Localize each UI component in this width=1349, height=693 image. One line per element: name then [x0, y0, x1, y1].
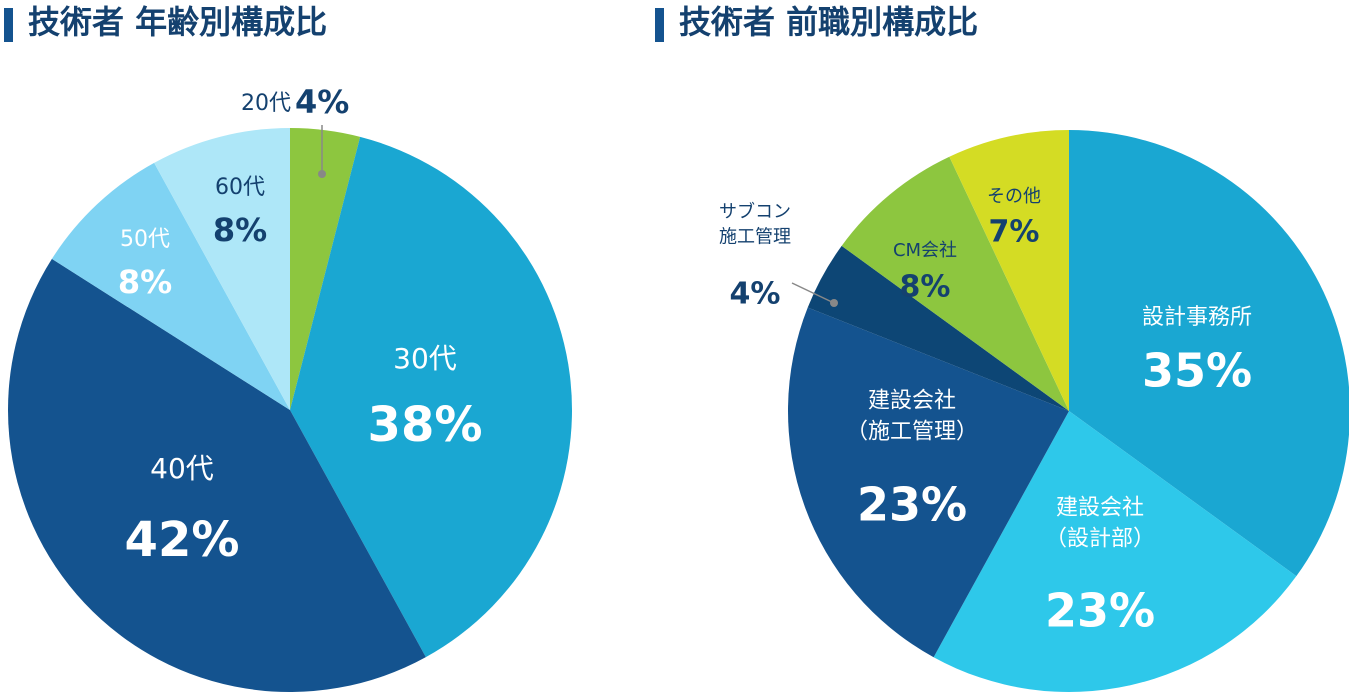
chart-title: 技術者 年齢別構成比: [28, 3, 327, 41]
slice-label: 60代: [215, 175, 265, 200]
value-label: 8%: [213, 211, 267, 249]
value-label: 23%: [857, 478, 967, 532]
pie-slice: [933, 411, 1297, 692]
value-label: 42%: [125, 512, 240, 568]
slice-label: 30代: [393, 342, 457, 375]
pie-slice: [290, 128, 361, 410]
value-label: 23%: [1045, 584, 1155, 638]
slice-label: 20代: [241, 91, 291, 116]
leader-dot: [318, 170, 326, 178]
slice-label: 設計事務所: [1142, 305, 1252, 330]
value-label: 8%: [118, 263, 172, 301]
value-label: 38%: [368, 397, 483, 453]
title-marker: [4, 8, 13, 42]
pie-slice: [807, 245, 1069, 411]
pie-slice: [8, 258, 426, 692]
slice-label: サブコン施工管理: [719, 200, 791, 247]
pie-slice: [154, 128, 290, 410]
pie-slice: [290, 136, 572, 658]
value-label: 4%: [295, 83, 349, 121]
leader-dot: [830, 299, 838, 307]
pie-slice: [1069, 130, 1349, 577]
slice-label: 40代: [150, 452, 214, 485]
pie-slice: [788, 307, 1069, 658]
value-label: 35%: [1142, 344, 1252, 398]
value-label: 7%: [989, 215, 1040, 250]
pie-slice: [949, 130, 1069, 411]
pie-slice: [51, 162, 291, 410]
value-label: 8%: [900, 270, 951, 305]
value-label: 4%: [730, 277, 781, 312]
slice-label: CM会社: [893, 240, 957, 261]
slice-label: 建設会社（施工管理）: [846, 389, 978, 445]
title-marker: [655, 8, 664, 42]
chart-title: 技術者 前職別構成比: [679, 3, 978, 41]
slice-label: その他: [987, 186, 1041, 207]
pie-slice: [841, 156, 1069, 411]
leader-line: [791, 282, 835, 304]
slice-label: 建設会社（設計部）: [1045, 496, 1155, 552]
slice-label: 50代: [120, 227, 170, 252]
